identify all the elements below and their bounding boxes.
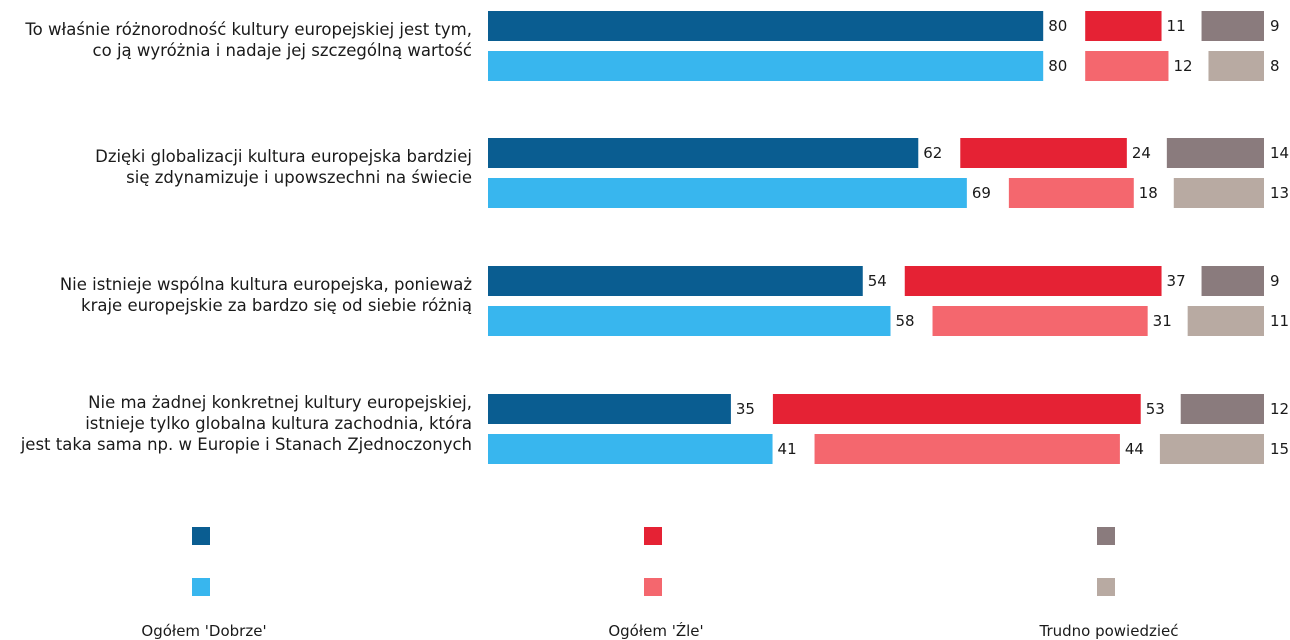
value-good-0-1: 80 (1048, 57, 1067, 75)
value-good-0-0: 80 (1048, 17, 1067, 35)
bar-dk-0-1 (1208, 51, 1264, 81)
statement-line: Nie istnieje wspólna kultura europejska,… (59, 275, 472, 294)
bar-good-2-1 (488, 306, 891, 336)
legend-swatch-dk-b (1097, 578, 1115, 596)
bar-dk-3-0 (1180, 394, 1264, 424)
bar-good-1-0 (488, 138, 919, 168)
statement-line: To właśnie różnorodność kultury europejs… (25, 20, 472, 39)
legend-swatch-bad-b (644, 578, 662, 596)
statement-line: Nie ma żadnej konkretnej kultury europej… (88, 393, 472, 412)
statement-line: jest taka sama np. w Europie i Stanach Z… (20, 435, 472, 454)
value-good-3-1: 41 (778, 440, 797, 458)
bar-dk-2-1 (1187, 306, 1264, 336)
statement-1: To właśnie różnorodność kultury europejs… (25, 19, 472, 61)
bar-good-0-1 (488, 51, 1044, 81)
bar-good-3-0 (488, 394, 731, 424)
statement-line: się zdynamizuje i upowszechni na świecie (126, 168, 472, 187)
legend-swatch-good-b (192, 578, 210, 596)
bar-dk-2-0 (1201, 266, 1264, 296)
statement-line: co ją wyróżnia i nadaje jej szczególną w… (92, 41, 472, 60)
value-bad-3-0: 53 (1146, 400, 1165, 418)
statement-line: istnieje tylko globalna kultura zachodni… (85, 414, 472, 433)
value-bad-3-1: 44 (1125, 440, 1144, 458)
value-dk-2-1: 11 (1270, 312, 1289, 330)
value-good-1-0: 62 (923, 144, 942, 162)
legend-swatch-dk-a (1097, 527, 1115, 545)
bar-bad-3-0 (772, 394, 1141, 424)
bar-bad-2-1 (932, 306, 1148, 336)
value-dk-2-0: 9 (1270, 272, 1280, 290)
bar-bad-3-1 (814, 434, 1120, 464)
value-dk-1-1: 13 (1270, 184, 1289, 202)
value-dk-1-0: 14 (1270, 144, 1289, 162)
bar-dk-3-1 (1159, 434, 1264, 464)
bar-bad-0-0 (1085, 11, 1162, 41)
value-good-2-1: 58 (896, 312, 915, 330)
value-good-1-1: 69 (972, 184, 991, 202)
bar-dk-0-0 (1201, 11, 1264, 41)
value-bad-1-0: 24 (1132, 144, 1151, 162)
bar-good-3-1 (488, 434, 773, 464)
value-dk-0-1: 8 (1270, 57, 1280, 75)
statement-3: Nie istnieje wspólna kultura europejska,… (60, 274, 472, 316)
legend-label-dk: Trudno powiedzieć (1039, 622, 1179, 640)
legend-swatch-bad-a (644, 527, 662, 545)
statement-2: Dzięki globalizacji kultura europejska b… (95, 146, 472, 188)
value-bad-1-1: 18 (1139, 184, 1158, 202)
bar-dk-1-0 (1166, 138, 1264, 168)
value-bad-0-1: 12 (1173, 57, 1192, 75)
value-bad-2-1: 31 (1153, 312, 1172, 330)
statement-4: Nie ma żadnej konkretnej kultury europej… (21, 392, 472, 455)
bar-bad-2-0 (904, 266, 1162, 296)
value-dk-3-0: 12 (1270, 400, 1289, 418)
bar-bad-0-1 (1085, 51, 1169, 81)
statement-line: Dzięki globalizacji kultura europejska b… (95, 147, 472, 166)
value-bad-0-0: 11 (1167, 17, 1186, 35)
value-dk-3-1: 15 (1270, 440, 1289, 458)
bar-good-0-0 (488, 11, 1044, 41)
statement-line: kraje europejskie za bardzo się od siebi… (81, 296, 472, 315)
bar-bad-1-1 (1008, 178, 1134, 208)
legend-swatch-good-a (192, 527, 210, 545)
bar-good-1-1 (488, 178, 967, 208)
value-bad-2-0: 37 (1167, 272, 1186, 290)
legend-label-bad: Ogółem 'Źle' (608, 622, 704, 640)
legend-label-good: Ogółem 'Dobrze' (141, 622, 267, 640)
value-good-3-0: 35 (736, 400, 755, 418)
bar-bad-1-0 (960, 138, 1127, 168)
bar-good-2-0 (488, 266, 863, 296)
value-dk-0-0: 9 (1270, 17, 1280, 35)
value-good-2-0: 54 (868, 272, 887, 290)
bar-dk-1-1 (1173, 178, 1264, 208)
